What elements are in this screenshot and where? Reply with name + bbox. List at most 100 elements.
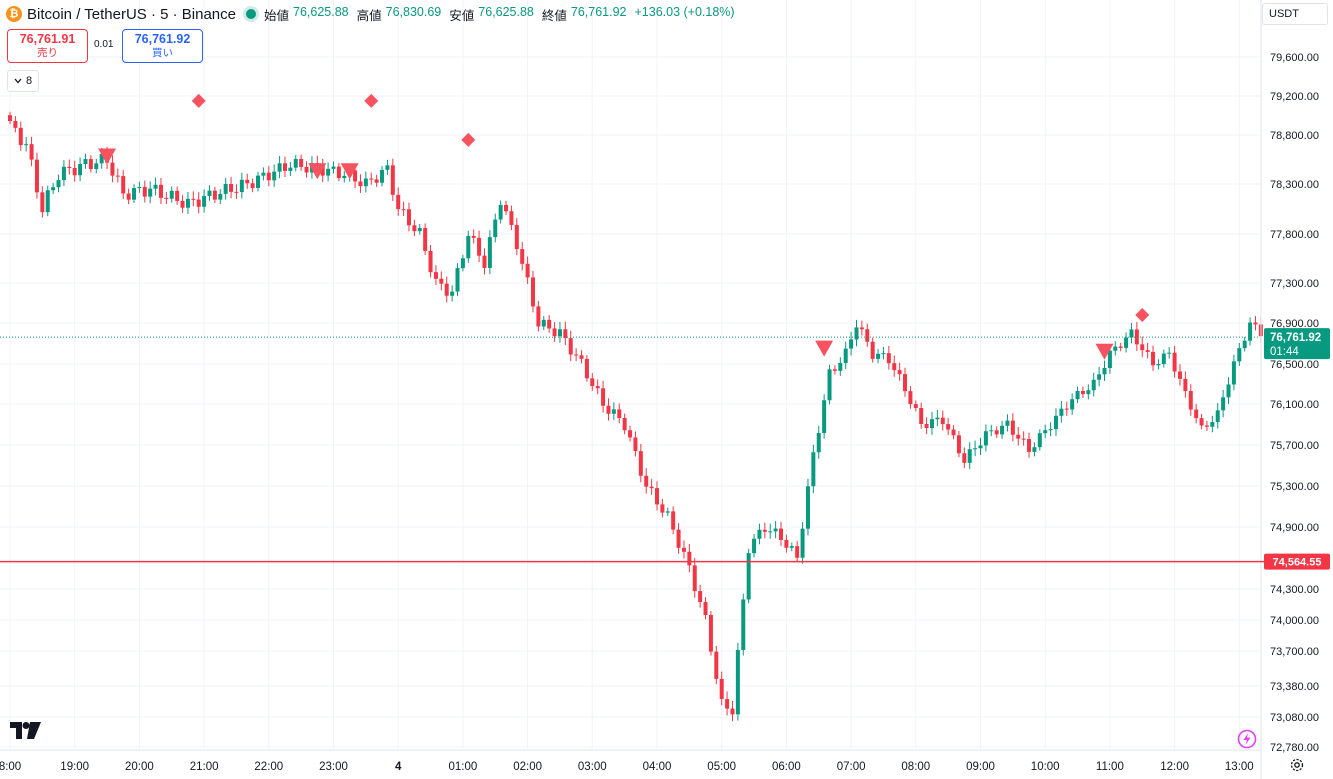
candle <box>628 425 633 442</box>
candle <box>574 348 579 362</box>
low-value: 76,625.88 <box>478 4 534 19</box>
time-tick-label: 11:00 <box>1096 761 1124 773</box>
candle <box>595 379 600 395</box>
candle <box>994 426 999 438</box>
candle <box>18 121 23 151</box>
candle <box>1177 364 1182 386</box>
candle <box>1204 420 1209 431</box>
candle <box>1194 403 1199 424</box>
candle <box>1027 432 1032 458</box>
candle <box>547 315 552 333</box>
price-tick-label: 76,900.00 <box>1270 318 1319 330</box>
candle <box>433 265 438 286</box>
candle <box>1167 347 1172 359</box>
candle <box>698 584 703 608</box>
candle <box>633 431 638 457</box>
flash-icon[interactable] <box>1237 729 1257 749</box>
price-tick-label: 76,500.00 <box>1270 359 1319 371</box>
candle <box>369 172 374 185</box>
candle <box>983 424 988 452</box>
candle <box>579 350 584 364</box>
candle <box>67 159 72 175</box>
symbol-title[interactable]: Bitcoin / TetherUS · 5 · Binance <box>27 5 236 23</box>
hline-price-label: 74,564.55 <box>1273 557 1322 569</box>
candle <box>946 418 951 435</box>
candle <box>1151 345 1156 371</box>
price-tick-label: 78,800.00 <box>1270 130 1319 142</box>
sell-price: 76,761.91 <box>19 32 76 46</box>
price-tick-label: 78,300.00 <box>1270 179 1319 191</box>
candle <box>256 171 261 192</box>
sell-button[interactable]: 76,761.91 売り <box>7 29 88 63</box>
candle <box>525 256 530 284</box>
candle <box>1253 316 1258 331</box>
candle <box>487 230 492 275</box>
candle <box>849 331 854 356</box>
candle <box>584 355 589 382</box>
candle <box>1134 322 1139 351</box>
candle <box>1231 354 1236 391</box>
candle <box>504 200 509 215</box>
buy-button[interactable]: 76,761.92 買い <box>122 29 203 63</box>
candle <box>1075 386 1080 404</box>
sell-signal-marker <box>815 340 834 357</box>
candle <box>1237 342 1242 367</box>
indicators-count: 8 <box>25 75 33 87</box>
candle <box>169 186 174 203</box>
candle <box>29 136 34 167</box>
open-value: 76,625.88 <box>293 4 349 19</box>
candle <box>859 320 864 336</box>
candle <box>142 180 147 203</box>
candle <box>466 230 471 263</box>
candle <box>989 424 994 437</box>
candle <box>51 183 56 194</box>
price-tick-label: 75,300.00 <box>1270 481 1319 493</box>
candle <box>396 187 401 216</box>
candle <box>1102 360 1107 381</box>
candle <box>1005 414 1010 432</box>
candle <box>1140 336 1145 358</box>
candle <box>320 158 325 183</box>
time-tick-label: 01:00 <box>449 761 478 773</box>
candle <box>250 178 255 193</box>
price-tick-label: 74,900.00 <box>1270 522 1319 534</box>
gear-icon[interactable] <box>1289 757 1305 773</box>
candle <box>1210 415 1215 433</box>
candle <box>687 544 692 573</box>
candle <box>1161 349 1166 368</box>
candle <box>1129 322 1134 344</box>
candle <box>13 116 18 133</box>
candle <box>552 322 557 342</box>
candle <box>288 162 293 176</box>
horizontal-line[interactable]: 74,564.55 <box>0 553 1330 570</box>
currency-selector[interactable]: USDT <box>1262 3 1328 25</box>
candle <box>282 156 287 178</box>
candle <box>541 315 546 331</box>
candle <box>385 159 390 175</box>
sell-signal-marker <box>98 148 117 165</box>
candle <box>417 223 422 235</box>
candle <box>196 192 201 214</box>
candle <box>207 185 212 201</box>
candle <box>1156 359 1161 370</box>
candle <box>1183 371 1188 398</box>
candle <box>78 157 83 182</box>
candle <box>482 248 487 275</box>
buy-price: 76,761.92 <box>134 32 191 46</box>
candle <box>811 444 816 494</box>
candle <box>380 165 385 187</box>
candle <box>692 558 697 598</box>
candle <box>342 171 347 183</box>
high-value: 76,830.69 <box>385 4 442 19</box>
candle <box>326 162 331 182</box>
close-label: 終値 <box>541 8 567 23</box>
candle <box>1097 366 1102 387</box>
candle <box>390 158 395 201</box>
tradingview-logo-icon[interactable] <box>10 722 42 740</box>
candle <box>412 219 417 237</box>
candle <box>1080 386 1085 399</box>
candle <box>703 597 708 620</box>
candle <box>272 164 277 187</box>
indicators-toggle-button[interactable]: 8 <box>7 70 39 92</box>
